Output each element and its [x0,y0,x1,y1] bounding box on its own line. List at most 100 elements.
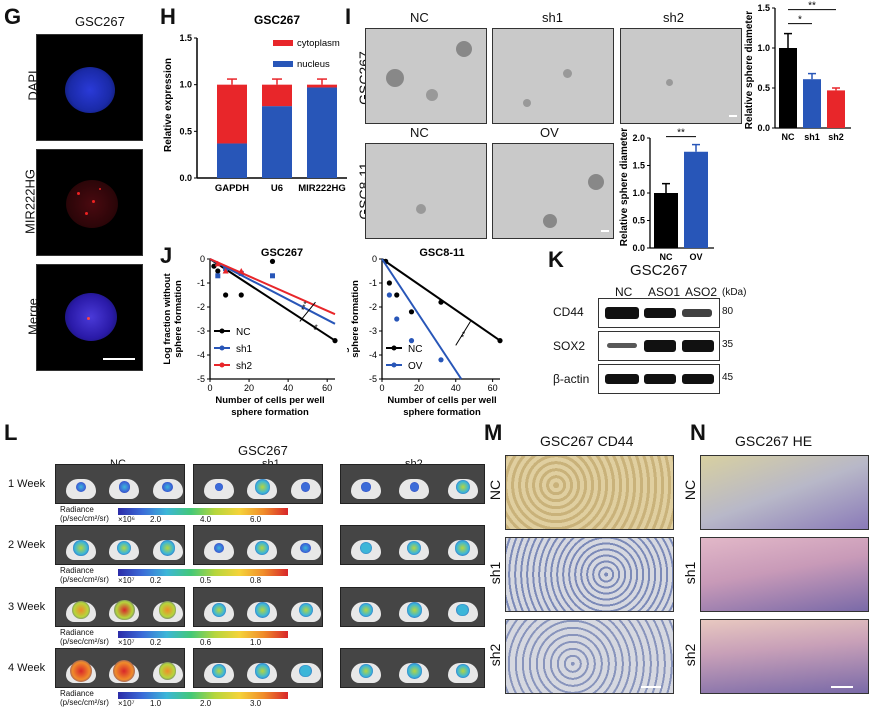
h-category-label: GAPDH [215,183,249,194]
j2-annotation: ** [459,330,470,339]
he-sh1 [700,537,869,612]
radiance-tick: 0.2 [150,638,162,647]
i-ytick-label: 0.5 [632,216,645,226]
h-category-label: U6 [271,183,283,194]
mir222hg-label: MIR222HG [22,168,38,235]
j-ytick-label: -3 [369,326,377,336]
j-point-NC [269,258,276,264]
i-row2-col-ov: OV [540,125,559,140]
j-point-NC [408,309,415,315]
j-ytick-label: -4 [369,350,377,360]
bioluminescence-signal [212,603,226,617]
bioluminescence-signal [118,481,131,493]
blot-actin [598,364,720,394]
radiance-colorbar [118,569,288,576]
i-ytick-label: 0.0 [632,243,645,253]
chart-i-ov: Relative sphere diameter 0.0 0.5 1.0 1.5 2.0… [619,128,714,262]
j-legend-marker-sh1 [219,345,225,351]
bioluminescence-signal [406,663,423,679]
merge-image [36,264,143,371]
j-legend-label-sh1: sh1 [236,344,253,355]
bioluminescence-signal [409,482,419,492]
panel-label-m: M [484,420,503,445]
panel-g-title: GSC267 [75,14,125,29]
h-legend-label-nucleus: nucleus [297,59,330,70]
i-col-sh1: sh1 [542,10,563,25]
bioluminescence-signal [359,664,373,678]
panel-label-k: K [548,247,564,272]
radiance-label: Radiance [60,689,94,698]
k-row-cd44: CD44 [553,305,584,319]
sphere-image-nc-2 [365,143,487,239]
ihc-cd44-sh2 [505,619,674,694]
j-point-OV [394,316,400,322]
j-legend-marker-sh2 [219,362,225,368]
j-ytick-label: -3 [197,326,205,336]
panel-m-title: GSC267 CD44 [540,433,634,449]
radiance-tick: 2.0 [200,699,212,708]
he-nc [700,455,869,530]
bioluminescence-signal [254,602,271,618]
k-kda-35: 35 [722,339,734,350]
ivis-image-sh1-week3 [193,587,323,627]
radiance-tick: 2.0 [150,515,162,524]
radiance-tick: 0.8 [250,576,262,585]
h-bar-cytoplasm [262,84,292,107]
j-point-OV [408,338,415,344]
chart-j1-title: GSC267 [261,247,303,259]
panel-label-n: N [690,420,706,445]
bioluminescence-signal [117,541,132,555]
j-point-NC [438,299,444,305]
radiance-label: Radiance [60,628,94,637]
i-category-label: sh1 [804,132,820,142]
j-point-OV [438,357,444,363]
bioluminescence-signal [75,481,87,493]
k-col-aso1: ASO1 [648,285,681,299]
radiance-tick: 0.5 [200,576,212,585]
radiance-legend-text: Radiance (p/sec/cm²/sr) [60,628,109,646]
chart-i2-ylabel: Relative sphere diameter [619,128,630,246]
i-col-sh2: sh2 [663,10,684,25]
h-legend-swatch-nucleus [273,61,293,67]
radiance-tick: 6.0 [250,515,262,524]
j-xtick-label: 20 [244,383,254,393]
j-point-OV [386,292,392,298]
bioluminescence-signal [70,660,92,682]
i-bar-OV [684,151,708,248]
chart-j1-ylabel: Log fraction without sphere formation [162,273,184,365]
i-ytick-label: 1.5 [757,3,770,13]
j-point-sh2 [214,260,221,267]
j-point-NC [332,338,338,344]
ivis-image-sh2-week4 [340,648,485,688]
j-legend-label-NC: NC [408,344,422,355]
i-category-label: NC [782,132,795,142]
j-legend-marker-NC [219,328,225,334]
radiance-tick: 1.0 [250,638,262,647]
radiance-unit: (p/sec/cm²/sr) [60,698,109,707]
chart-j1: GSC267 Log fraction without sphere format… [162,247,338,418]
n-row-sh1: sh1 [682,561,698,585]
ivis-image-sh2-week2 [340,525,485,565]
ivis-image-sh1-week4 [193,648,323,688]
i-ytick-label: 1.0 [757,43,770,53]
radiance-label: Radiance [60,566,94,575]
radiance-tick: 0.6 [200,638,212,647]
j1-annotation: *** [299,300,311,312]
bioluminescence-signal [359,541,373,555]
dapi-image [36,34,143,141]
j2-annotation-bracket [455,321,471,346]
bioluminescence-signal [456,603,469,617]
radiance-unit: (p/sec/cm²/sr) [60,637,109,646]
i-bar-sh1 [803,79,821,128]
panel-label-i: I [345,4,352,29]
bioluminescence-signal [73,540,89,556]
radiance-colorbar [118,631,288,638]
j-series-line-sh1 [209,258,336,325]
bioluminescence-signal [301,482,311,492]
m-row-nc: NC [487,479,503,501]
he-sh2 [700,619,869,694]
j-xtick-label: 60 [488,383,498,393]
chart-j2-title: GSC8-11 [419,247,464,259]
mir222hg-image [36,149,143,256]
